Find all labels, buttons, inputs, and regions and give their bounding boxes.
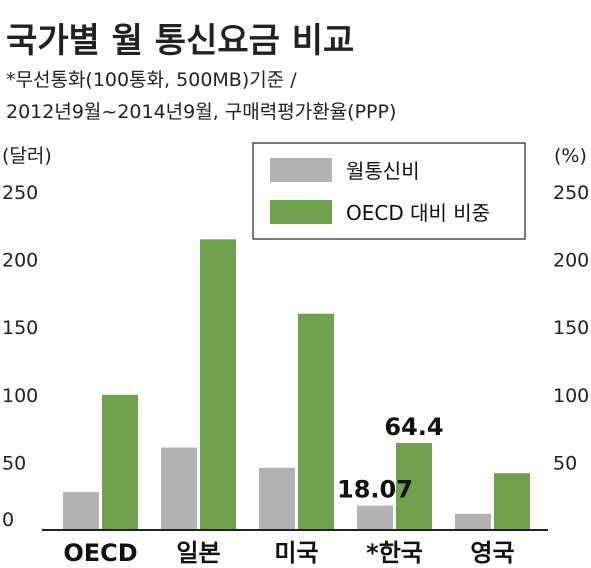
left-tick-label: 0 xyxy=(2,509,14,531)
right-tick-label: 150 xyxy=(553,317,589,339)
data-label: 18.07 xyxy=(337,476,413,504)
right-tick-label: 250 xyxy=(553,182,589,204)
bar-monthly-fee xyxy=(455,513,491,530)
bar-oecd-ratio xyxy=(200,239,236,530)
legend: 월통신비 OECD 대비 비중 xyxy=(252,142,526,240)
category-label: 일본 xyxy=(176,539,220,567)
left-tick-label: 200 xyxy=(2,250,38,272)
legend-label-monthly-fee: 월통신비 xyxy=(346,159,420,183)
bar-monthly-fee xyxy=(161,447,197,530)
left-axis-ticks: 0 50 100 150 200 250 xyxy=(2,182,38,531)
left-tick-label: 100 xyxy=(2,385,38,407)
chart-title: 국가별 월 통신요금 비교 xyxy=(6,21,354,61)
right-tick-label: 100 xyxy=(553,385,589,407)
legend-swatch-oecd-ratio xyxy=(270,200,332,224)
left-tick-label: 250 xyxy=(2,182,38,204)
bars xyxy=(63,239,530,530)
bar-oecd-ratio xyxy=(298,313,334,530)
subtitle-line-2: 2012년9월~2014년9월, 구매력평가환율(PPP) xyxy=(6,101,396,123)
category-label: 영국 xyxy=(470,539,514,567)
category-label: OECD xyxy=(63,539,137,567)
right-axis-unit: (%) xyxy=(554,145,587,167)
bar-monthly-fee xyxy=(63,492,99,530)
bar-monthly-fee xyxy=(259,467,295,530)
legend-swatch-monthly-fee xyxy=(270,158,332,182)
left-tick-label: 50 xyxy=(2,452,26,474)
right-axis-ticks: 50 100 150 200 250 xyxy=(553,182,589,474)
category-label: 미국 xyxy=(274,539,318,567)
bar-oecd-ratio xyxy=(494,473,530,530)
bar-monthly-fee xyxy=(357,505,393,530)
legend-label-oecd-ratio: OECD 대비 비중 xyxy=(346,201,490,225)
subtitle-line-1: *무선통화(100통화, 500MB)기준 / xyxy=(6,69,297,91)
bar-oecd-ratio xyxy=(102,394,138,530)
category-labels: OECD 일본 미국 *한국 영국 xyxy=(63,539,514,567)
right-tick-label: 50 xyxy=(553,452,577,474)
data-label: 64.4 xyxy=(384,413,443,441)
left-tick-label: 150 xyxy=(2,317,38,339)
bar-oecd-ratio xyxy=(396,442,432,530)
category-label: *한국 xyxy=(366,539,423,567)
right-tick-label: 200 xyxy=(553,250,589,272)
left-axis-unit: (달러) xyxy=(2,145,52,167)
data-labels: 18.07 64.4 xyxy=(337,413,444,504)
